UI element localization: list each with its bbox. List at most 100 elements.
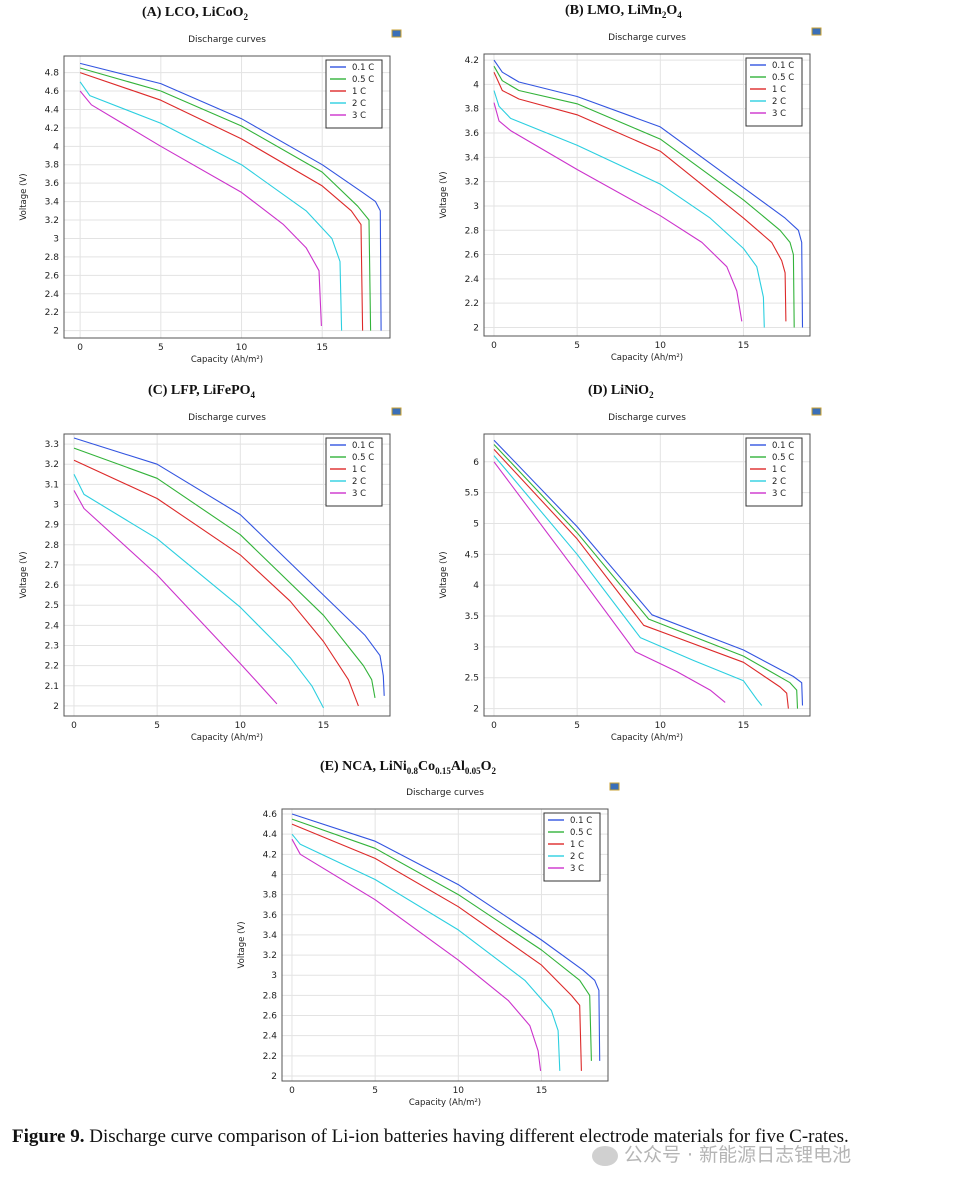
y-tick-label: 3.2	[45, 460, 59, 470]
y-tick-label: 3	[473, 202, 479, 212]
x-tick-label: 0	[71, 721, 77, 731]
y-tick-label: 4.8	[45, 69, 60, 79]
y-tick-label: 4.2	[465, 56, 479, 66]
series-line-2C	[73, 474, 324, 709]
legend-label: 0.1 C	[570, 816, 592, 826]
x-tick-label: 15	[738, 341, 749, 351]
y-tick-label: 2.2	[45, 308, 59, 318]
y-tick-label: 4.4	[45, 105, 60, 115]
x-axis-label: Capacity (Ah/m²)	[611, 733, 683, 743]
x-axis-label: Capacity (Ah/m²)	[611, 353, 683, 363]
y-tick-label: 2.6	[45, 271, 60, 281]
export-icon	[811, 407, 822, 416]
y-tick-label: 3.4	[45, 198, 60, 208]
x-tick-label: 10	[453, 1086, 465, 1096]
export-icon	[391, 407, 402, 416]
legend-label: 0.1 C	[772, 61, 794, 71]
series-line-0-5C	[79, 67, 372, 331]
y-tick-label: 5	[473, 519, 479, 529]
chart-e-nca: Discharge curves 0 5 10 15 2 2.2 2.4 2.6 2.8 3 3.2 3…	[237, 782, 620, 1108]
y-tick-label: 4.2	[263, 850, 277, 860]
y-tick-label: 3	[53, 501, 59, 511]
chart-a-lco: Discharge curves 0 5 10 15 2 2.2 2.4 2.6 2.8 3 3.2 3…	[19, 29, 402, 365]
legend-box	[543, 812, 601, 882]
series-line-0-1C	[291, 813, 601, 1061]
legend-label: 3 C	[352, 489, 366, 499]
y-tick-label: 2.8	[45, 541, 60, 551]
y-tick-label: 3.5	[465, 612, 479, 622]
legend-label: 2 C	[772, 477, 786, 487]
y-tick-label: 2	[53, 702, 59, 712]
legend-label: 3 C	[772, 109, 786, 119]
series-line-1C	[493, 449, 789, 709]
plot-border	[483, 433, 811, 717]
panel-heading-b: (B) LMO, LiMn2O4	[565, 3, 682, 20]
series-line-0-1C	[493, 59, 804, 328]
legend-label: 2 C	[772, 97, 786, 107]
series-line-0-5C	[73, 447, 376, 698]
y-tick-label: 3.8	[45, 161, 60, 171]
series-line-3C	[291, 838, 542, 1071]
x-axis-label: Capacity (Ah/m²)	[191, 355, 263, 365]
watermark: 公众号 · 新能源日志锂电池	[592, 1140, 851, 1167]
y-tick-label: 3.6	[465, 129, 480, 139]
series-line-3C	[493, 102, 743, 322]
x-tick-label: 0	[491, 341, 497, 351]
y-tick-label: 2.8	[263, 991, 278, 1001]
chart-title: Discharge curves	[608, 33, 686, 43]
y-tick-label: 3	[271, 971, 277, 981]
x-tick-label: 5	[154, 721, 160, 731]
y-tick-label: 3.6	[263, 911, 278, 921]
chart-title: Discharge curves	[608, 413, 686, 423]
y-tick-label: 2.2	[465, 299, 479, 309]
y-tick-label: 2.4	[45, 621, 60, 631]
y-axis-label: Voltage (V)	[19, 173, 29, 220]
y-tick-label: 3.3	[45, 440, 59, 450]
series-line-3C	[493, 461, 726, 703]
y-tick-label: 2.6	[45, 581, 60, 591]
y-tick-label: 3.2	[45, 216, 59, 226]
y-tick-label: 2	[53, 327, 59, 337]
x-tick-label: 0	[491, 721, 497, 731]
y-tick-label: 3.4	[263, 931, 278, 941]
y-tick-label: 2.2	[263, 1052, 277, 1062]
export-icon	[391, 29, 402, 38]
wechat-logo-icon	[592, 1145, 618, 1166]
export-icon	[811, 27, 822, 36]
y-tick-label: 2.1	[45, 682, 59, 692]
y-tick-label: 2.2	[45, 662, 59, 672]
series-line-2C	[493, 90, 765, 328]
y-tick-label: 2.7	[45, 561, 59, 571]
series-line-0-1C	[79, 62, 382, 331]
y-tick-label: 5.5	[465, 489, 479, 499]
legend-label: 1 C	[352, 87, 366, 97]
series-line-0-5C	[493, 444, 799, 709]
y-tick-label: 2	[473, 705, 479, 715]
y-tick-label: 2.3	[45, 642, 59, 652]
legend-label: 3 C	[772, 489, 786, 499]
y-tick-label: 2.8	[465, 226, 480, 236]
y-tick-label: 4	[473, 581, 479, 591]
x-tick-label: 10	[235, 721, 247, 731]
series-line-0-1C	[73, 437, 385, 696]
chart-d-linio2: Discharge curves 0 5 10 15 2 2.5 3 3.5 4 4.5 5 5.5 6 C…	[439, 407, 822, 743]
panel-heading-d: (D) LiNiO2	[588, 383, 654, 400]
y-tick-label: 4.6	[45, 87, 60, 97]
x-tick-label: 5	[574, 341, 580, 351]
x-axis-label: Capacity (Ah/m²)	[191, 733, 263, 743]
x-tick-label: 10	[655, 721, 667, 731]
panel-heading-a: (A) LCO, LiCoO2	[142, 5, 248, 22]
watermark-text: 公众号 · 新能源日志锂电池	[624, 1144, 852, 1166]
plot-border	[63, 55, 391, 339]
export-icon	[609, 782, 620, 791]
legend-label: 2 C	[352, 477, 366, 487]
y-tick-label: 4.2	[45, 124, 59, 134]
x-tick-label: 0	[289, 1086, 295, 1096]
y-tick-label: 4	[53, 142, 59, 152]
legend-label: 1 C	[772, 85, 786, 95]
y-tick-label: 3	[53, 234, 59, 244]
y-axis-label: Voltage (V)	[439, 171, 449, 218]
legend-label: 0.5 C	[772, 73, 794, 83]
plot-border	[483, 53, 811, 337]
legend-box	[745, 437, 803, 507]
